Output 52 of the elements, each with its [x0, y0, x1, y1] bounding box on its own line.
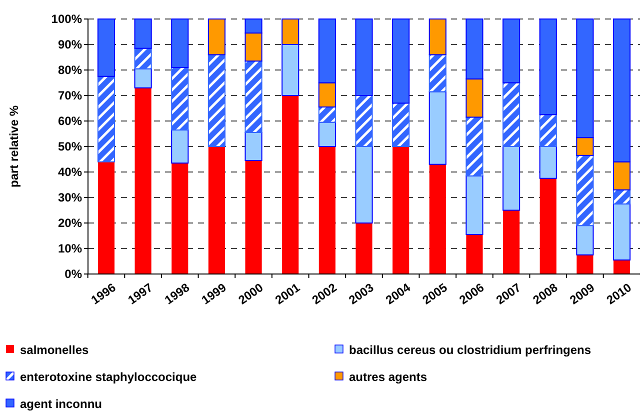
bar: [428, 91, 446, 165]
bar: [576, 225, 594, 256]
y-tick-label: 100%: [51, 12, 82, 26]
y-tick-label: 60%: [58, 114, 82, 128]
legend-label: salmonelles: [20, 343, 90, 358]
bar: [134, 88, 152, 274]
bar: [244, 132, 262, 162]
bar: [355, 146, 373, 224]
y-axis-title: part relative %: [7, 105, 21, 188]
legend-label: agent inconnu: [20, 397, 102, 412]
bar: [318, 146, 336, 274]
bar: [612, 189, 631, 204]
legend-label: enterotoxine staphyloccocique: [20, 370, 198, 384]
bar: [134, 68, 152, 88]
y-tick-label: 70%: [58, 88, 82, 103]
bar: [539, 146, 557, 179]
bar: [208, 18, 226, 56]
bar: [356, 223, 372, 274]
legend-label: autres agents: [349, 370, 428, 384]
bar: [245, 160, 262, 274]
y-tick-label: 40%: [58, 165, 82, 180]
bar: [466, 175, 484, 235]
y-tick-label: 30%: [58, 190, 82, 205]
bar: [244, 60, 262, 133]
bar: [428, 54, 446, 92]
y-tick-label: 0%: [64, 267, 82, 282]
y-tick-label: 50%: [58, 140, 82, 154]
bar: [576, 154, 594, 226]
legend-label: bacillus cereus ou clostridium perfringens: [349, 343, 592, 358]
bar: [466, 116, 484, 176]
bar: [171, 129, 189, 164]
bar: [466, 234, 483, 274]
bar: [540, 178, 556, 274]
bar: [502, 146, 520, 211]
bar: [208, 54, 226, 147]
bar: [318, 106, 336, 123]
bar: [613, 260, 630, 274]
bar: [208, 146, 225, 274]
bar: [98, 162, 115, 274]
y-tick-label: 20%: [58, 216, 82, 230]
bar: [318, 122, 336, 147]
bar: [428, 18, 446, 56]
bar: [429, 164, 446, 274]
bar: [503, 210, 520, 274]
y-tick-label: 10%: [58, 242, 82, 256]
y-tick-label: 90%: [58, 38, 82, 52]
bar: [576, 254, 594, 274]
bar: [282, 96, 299, 274]
bar: [392, 146, 410, 274]
bar: [612, 203, 631, 260]
y-tick-label: 80%: [58, 63, 82, 78]
bar: [172, 163, 188, 274]
